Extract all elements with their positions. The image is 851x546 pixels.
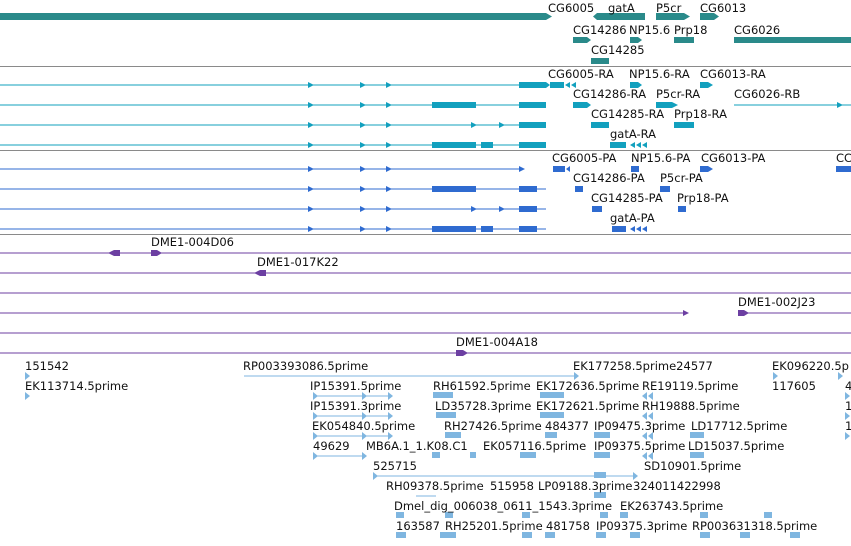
est-marks[interactable]	[25, 372, 850, 538]
est-label: 1	[845, 419, 851, 433]
gene-label: P5cr	[656, 1, 682, 15]
protein-label: P5cr-PA	[660, 171, 703, 185]
est-label: EK054840.5prime	[312, 419, 415, 433]
gene-arrow	[684, 13, 690, 20]
est-label: LP09188.3prime	[538, 479, 632, 493]
est-label: RE19119.5prime	[642, 379, 738, 393]
clone-label: DME1-004A18	[456, 335, 538, 349]
clone-label: DME1-017K22	[257, 255, 339, 269]
est-label: RP003631318.5prime	[692, 519, 817, 533]
est-label: RH61592.5prime	[433, 379, 531, 393]
protein-label: CC	[836, 151, 851, 165]
est-label: MB6A.1_1.K08.C1	[366, 439, 468, 453]
gene-label: CG14285	[591, 43, 645, 57]
gene-label: CG6005	[548, 1, 594, 15]
protein-label: CG6005-PA	[552, 151, 617, 165]
gene-bar-CG6013[interactable]	[700, 13, 714, 20]
est-label: EK113714.5prime	[25, 379, 128, 393]
est-label: EK177258.5prime24577	[573, 359, 713, 373]
transcript-label: gatA-RA	[610, 127, 656, 141]
gene-label: gatA	[608, 1, 635, 15]
transcript-label: CG14285-RA	[591, 107, 664, 121]
est-label: EK263743.5prime	[620, 499, 723, 513]
gene-bar-CG14286[interactable]	[573, 37, 587, 43]
est-label: 117605	[772, 379, 816, 393]
transcript-label: NP15.6-RA	[629, 67, 690, 81]
est-label: 151542	[25, 359, 69, 373]
clone-label: DME1-002J23	[738, 295, 816, 309]
est-label: IP09375.5prime	[594, 439, 685, 453]
gene-label: CG14286	[573, 23, 627, 37]
gene-bar-P5cr[interactable]	[656, 13, 684, 20]
transcript-label: CG14286-RA	[573, 87, 646, 101]
gene-arrow	[587, 37, 591, 43]
gene-bar-gatA[interactable]	[597, 13, 645, 20]
protein-label: gatA-PA	[610, 211, 655, 225]
est-label: 49629	[313, 439, 350, 453]
clone-track: DME1-004D06 DME1-017K22 DME1-002J23 DME1…	[0, 235, 851, 356]
protein-label: NP15.6-PA	[631, 151, 690, 165]
gene-arrow	[546, 13, 552, 20]
transcript-label: Prp18-RA	[674, 107, 727, 121]
gene-label: Prp18	[674, 23, 707, 37]
transcript-label: P5cr-RA	[656, 87, 700, 101]
gene-bar[interactable]	[0, 13, 546, 20]
gene-track: CG6005 gatA P5cr CG6013 CG14286 NP15.6 P…	[0, 1, 851, 64]
gene-bar-CG14285[interactable]	[591, 58, 609, 64]
est-label: IP09475.3prime	[594, 419, 685, 433]
transcript-exons[interactable]	[308, 82, 843, 148]
est-label: RH09378.5prime	[386, 479, 484, 493]
gene-bar-NP15.6[interactable]	[630, 37, 638, 43]
protein-exons[interactable]	[308, 166, 851, 232]
gene-bar-CG6026[interactable]	[734, 37, 851, 43]
gene-arrow	[714, 13, 719, 20]
gene-arrow	[638, 37, 642, 43]
transcript-label: CG6005-RA	[548, 67, 614, 81]
clone-label: DME1-004D06	[151, 235, 234, 249]
est-label: 515958	[490, 479, 534, 493]
gene-label: CG6013	[700, 1, 746, 15]
est-label: RH27426.5prime	[444, 419, 542, 433]
est-label: LD15037.5prime	[688, 439, 784, 453]
protein-label: CG14285-PA	[591, 191, 663, 205]
est-label: 163587	[396, 519, 440, 533]
protein-label: CG14286-PA	[573, 171, 645, 185]
est-label: EK057116.5prime	[483, 439, 586, 453]
transcript-label: CG6013-RA	[700, 67, 766, 81]
protein-label: CG6013-PA	[701, 151, 766, 165]
est-label: RH25201.5prime	[445, 519, 543, 533]
est-lines	[244, 375, 636, 497]
est-label: SD10901.5prime	[644, 459, 741, 473]
est-label: 324011422998	[633, 479, 721, 493]
protein-label: Prp18-PA	[677, 191, 729, 205]
est-label: LD35728.3prime	[435, 399, 531, 413]
est-label: IP15391.3prime	[310, 399, 401, 413]
est-label: 481758	[546, 519, 590, 533]
transcript-track: CG6005-RA NP15.6-RA CG6013-RA CG14286-RA…	[0, 67, 851, 148]
est-label: 484377	[545, 419, 589, 433]
est-label: LD17712.5prime	[691, 419, 787, 433]
est-label: EK096220.5p	[772, 359, 849, 373]
gene-bar-Prp18[interactable]	[674, 37, 694, 43]
est-label: IP15391.5prime	[310, 379, 401, 393]
gene-label: CG6026	[734, 23, 780, 37]
transcript-label: CG6026-RB	[734, 87, 800, 101]
est-track: 151542 RP003393086.5prime EK177258.5prim…	[25, 359, 851, 538]
gene-arrow	[593, 13, 597, 20]
est-label: IP09375.3prime	[596, 519, 687, 533]
est-label: EK172621.5prime	[536, 399, 639, 413]
est-label: 525715	[373, 459, 417, 473]
gene-label: NP15.6	[629, 23, 670, 37]
est-label: RP003393086.5prime	[243, 359, 368, 373]
est-label: Dmel_dig_006038_0611_1543.3prime	[394, 499, 612, 513]
protein-track: CG6005-PA NP15.6-PA CG6013-PA CC CG14286…	[0, 151, 851, 232]
est-label: 1	[845, 399, 851, 413]
est-label: EK172636.5prime	[536, 379, 639, 393]
clone-ends[interactable]	[108, 250, 749, 356]
est-label: 4	[845, 379, 851, 393]
est-label: RH19888.5prime	[642, 399, 740, 413]
